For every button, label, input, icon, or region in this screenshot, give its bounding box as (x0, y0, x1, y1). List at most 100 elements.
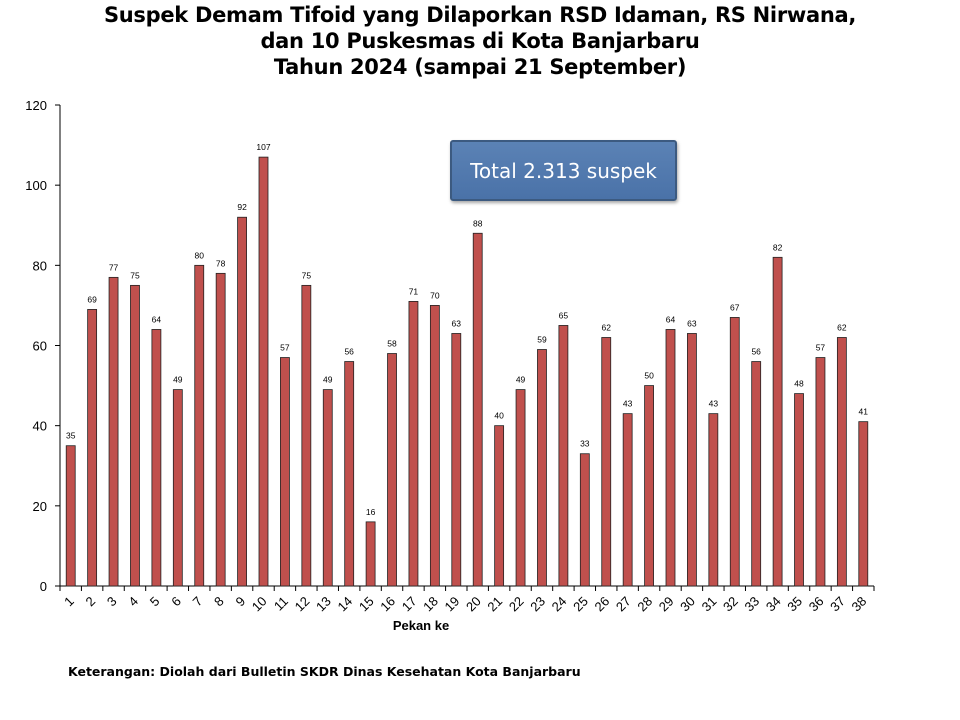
bar (151, 329, 162, 587)
bar (237, 216, 247, 587)
bar-value-label: 75 (130, 270, 140, 280)
x-tick-label: 2 (83, 594, 99, 610)
bar-value-label: 107 (256, 142, 270, 152)
bar-value-label: 56 (751, 347, 761, 357)
bar-value-label: 88 (473, 218, 483, 228)
bar (194, 264, 205, 587)
bar (365, 521, 376, 587)
bar (87, 309, 98, 587)
bar-value-label: 57 (280, 343, 290, 353)
bar-value-label: 40 (494, 411, 504, 421)
bar-value-label: 62 (602, 322, 612, 332)
bar (579, 453, 590, 587)
bar (130, 284, 140, 587)
bar-value-label: 92 (237, 202, 247, 212)
y-tick-label: 100 (25, 178, 47, 193)
bar (836, 337, 847, 587)
x-tick-label: 17 (399, 594, 420, 615)
x-tick-label: 23 (527, 594, 548, 615)
bar-value-label: 63 (687, 318, 697, 328)
x-tick-label: 13 (313, 594, 334, 615)
bar-value-label: 50 (644, 371, 654, 381)
bar-value-label: 43 (709, 399, 719, 409)
x-tick-label: 15 (356, 594, 377, 615)
x-tick-label: 30 (677, 594, 698, 615)
x-tick-label: 32 (720, 594, 741, 615)
bar (558, 325, 569, 587)
bar-value-label: 63 (452, 318, 462, 328)
bar (65, 445, 76, 587)
bar-value-label: 64 (666, 314, 676, 324)
bar-value-label: 16 (366, 507, 376, 517)
bar-value-label: 41 (859, 407, 869, 417)
x-axis-label: Pekan ke (393, 618, 449, 633)
bar (687, 333, 697, 587)
x-tick-label: 10 (249, 594, 270, 615)
y-tick-label: 40 (33, 419, 47, 434)
x-axis: 1 2 3 4 5 6 7 8 9 10 11 12 13 14 15 16 17 18 19 20 21 22 23 24 2… (59, 585, 875, 615)
y-tick-label: 80 (33, 258, 47, 273)
bar-value-label: 67 (730, 302, 740, 312)
x-tick-label: 3 (104, 594, 120, 610)
x-tick-label: 22 (506, 594, 527, 615)
x-tick-label: 28 (634, 594, 655, 615)
bar (472, 232, 483, 587)
x-tick-label: 25 (570, 594, 591, 615)
bar (322, 389, 333, 587)
x-tick-label: 12 (292, 594, 313, 615)
x-tick-label: 1 (61, 594, 77, 610)
bar-value-label: 35 (66, 431, 76, 441)
bar (429, 305, 440, 587)
bar-value-label: 33 (580, 439, 590, 449)
bar-value-label: 70 (430, 290, 440, 300)
y-axis: 0 20 40 60 80 100 120 (25, 98, 61, 594)
bar (344, 361, 355, 587)
x-tick-label: 33 (741, 594, 762, 615)
x-tick-label: 21 (484, 594, 505, 615)
bar-value-label: 43 (623, 399, 633, 409)
bar (729, 317, 740, 587)
bar (280, 357, 290, 587)
bar (301, 284, 312, 587)
value-labels: 35 69 77 75 64 49 80 78 92 107 57 75 49 56 16 58 71 70 63 8… (66, 142, 868, 517)
total-annotation-box: Total 2.313 suspek (450, 140, 677, 201)
x-tick-label: 37 (827, 594, 848, 615)
x-tick-label: 14 (334, 594, 355, 615)
bar (108, 276, 119, 587)
total-annotation-text: Total 2.313 suspek (470, 158, 657, 183)
bar (258, 156, 269, 587)
bar (515, 389, 526, 587)
bar (794, 393, 804, 587)
bar (772, 256, 783, 587)
bar-value-label: 64 (152, 314, 162, 324)
bar-value-label: 56 (344, 347, 354, 357)
x-tick-label: 18 (420, 594, 441, 615)
bar (815, 357, 826, 587)
bar-value-label: 49 (323, 375, 333, 385)
x-tick-label: 19 (442, 594, 463, 615)
bar-value-label: 78 (216, 258, 226, 268)
bar (172, 389, 183, 587)
y-tick-label: 0 (40, 579, 47, 594)
x-tick-label: 27 (613, 594, 634, 615)
x-tick-label: 7 (190, 594, 206, 610)
bar-value-label: 48 (794, 379, 804, 389)
x-tick-label: 29 (656, 594, 677, 615)
title-line-1: Suspek Demam Tifoid yang Dilaporkan RSD … (103, 3, 857, 27)
bar (858, 421, 869, 587)
bar-value-label: 69 (87, 294, 97, 304)
bar (537, 349, 547, 587)
bar-value-label: 71 (409, 286, 419, 296)
bar-value-label: 49 (516, 375, 526, 385)
bar (387, 353, 397, 587)
x-tick-label: 31 (699, 594, 720, 615)
bar-value-label: 75 (302, 270, 312, 280)
bar-value-label: 59 (537, 335, 547, 345)
bar-value-label: 58 (387, 339, 397, 349)
title-line-3: Tahun 2024 (sampai 21 September) (273, 55, 687, 79)
x-tick-label: 26 (592, 594, 613, 615)
bar-value-label: 62 (837, 322, 847, 332)
x-tick-label: 34 (763, 594, 784, 615)
bar (408, 301, 419, 587)
